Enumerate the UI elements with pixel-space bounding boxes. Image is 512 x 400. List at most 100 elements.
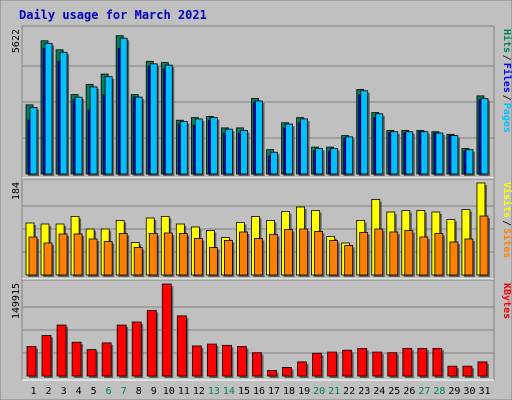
day-22-hits-files-pages bbox=[341, 135, 355, 176]
panel-kbytes: 149915 KBytes bbox=[11, 279, 512, 381]
bar-kbytes-17 bbox=[267, 370, 279, 378]
day-11-kbytes bbox=[176, 315, 189, 378]
bar-sites-27 bbox=[419, 236, 430, 277]
day-26-visits-sites bbox=[401, 210, 415, 277]
bar-kbytes-1 bbox=[26, 346, 38, 378]
x-tick-label-12: 12 bbox=[193, 386, 205, 397]
bar-sites-13 bbox=[208, 247, 220, 277]
bar-kbytes-19-fill bbox=[297, 361, 307, 377]
bar-kbytes-6-fill bbox=[101, 342, 112, 377]
x-tick-label-7: 7 bbox=[121, 386, 127, 397]
bar-sites-4 bbox=[73, 233, 85, 277]
day-20-visits-sites bbox=[311, 210, 325, 277]
bar-sites-15 bbox=[239, 231, 250, 277]
bar-sites-9-fill bbox=[148, 233, 158, 276]
day-12-hits-files-pages bbox=[190, 117, 205, 176]
day-12-kbytes bbox=[191, 345, 204, 378]
bar-pages-20-fill bbox=[315, 147, 324, 175]
bar-pages-1-fill bbox=[29, 107, 38, 175]
bar-sites-9 bbox=[148, 233, 160, 277]
x-tick-label-18: 18 bbox=[283, 386, 295, 397]
day-12-visits-sites bbox=[190, 226, 205, 277]
day-31-hits-files-pages bbox=[476, 95, 490, 176]
x-tick-label-1: 1 bbox=[31, 386, 37, 397]
bar-pages-1 bbox=[29, 107, 39, 176]
bar-pages-24-fill bbox=[375, 113, 384, 175]
bar-pages-6-fill bbox=[104, 76, 113, 175]
day-19-visits-sites bbox=[296, 206, 310, 277]
bar-sites-21-fill bbox=[329, 240, 339, 276]
day-5-hits-files-pages bbox=[85, 83, 100, 176]
legend-separator: / bbox=[501, 95, 512, 101]
bar-pages-17-fill bbox=[270, 151, 278, 175]
bar-pages-15 bbox=[240, 130, 250, 176]
x-tick-label-28: 28 bbox=[433, 386, 445, 397]
legend-item-hits: Hits bbox=[501, 29, 512, 53]
bar-pages-19-fill bbox=[300, 118, 308, 175]
bar-sites-7 bbox=[118, 233, 130, 277]
bar-pages-11 bbox=[179, 121, 190, 176]
bar-pages-5-fill bbox=[89, 86, 98, 175]
bar-kbytes-27-fill bbox=[417, 347, 428, 377]
bar-kbytes-13 bbox=[206, 343, 219, 378]
day-1-kbytes bbox=[26, 346, 38, 378]
bar-sites-24 bbox=[374, 228, 385, 277]
day-8-visits-sites bbox=[130, 242, 145, 277]
x-tick-label-8: 8 bbox=[136, 386, 142, 397]
x-tick-label-21: 21 bbox=[328, 386, 340, 397]
bar-sites-28 bbox=[434, 233, 445, 277]
day-28-kbytes bbox=[432, 347, 444, 378]
bar-sites-15-fill bbox=[239, 231, 248, 276]
bar-kbytes-24 bbox=[372, 351, 384, 378]
x-tick-label-9: 9 bbox=[151, 386, 157, 397]
bar-sites-25-fill bbox=[389, 231, 399, 276]
day-4-hits-files-pages bbox=[70, 94, 85, 176]
bar-pages-11-fill bbox=[179, 121, 188, 175]
x-tick-label-29: 29 bbox=[448, 386, 460, 397]
day-26-kbytes bbox=[402, 347, 414, 378]
bar-pages-12-fill bbox=[194, 118, 203, 175]
day-6-hits-files-pages bbox=[100, 73, 115, 176]
day-28-visits-sites bbox=[431, 211, 445, 277]
day-23-kbytes bbox=[357, 347, 369, 378]
day-20-kbytes bbox=[312, 352, 324, 378]
bar-pages-20 bbox=[315, 147, 325, 176]
day-16-visits-sites bbox=[251, 216, 265, 277]
bar-sites-19-fill bbox=[299, 228, 308, 276]
bar-sites-4-fill bbox=[73, 233, 83, 276]
day-16-kbytes bbox=[252, 352, 264, 378]
bar-pages-19 bbox=[300, 118, 310, 176]
day-21-visits-sites bbox=[326, 236, 340, 277]
day-22-kbytes bbox=[342, 349, 354, 378]
day-27-kbytes bbox=[417, 347, 429, 378]
bar-sites-1 bbox=[28, 236, 39, 277]
bar-sites-22 bbox=[344, 245, 355, 277]
day-21-kbytes bbox=[327, 351, 339, 378]
bar-sites-30 bbox=[464, 238, 475, 277]
bar-sites-8 bbox=[133, 247, 145, 277]
day-13-kbytes bbox=[206, 343, 219, 378]
bar-kbytes-2-fill bbox=[41, 335, 52, 377]
bar-pages-21-fill bbox=[330, 147, 339, 175]
legend-item-kbytes: KBytes bbox=[501, 283, 512, 319]
bar-sites-3-fill bbox=[58, 233, 68, 276]
bar-sites-20-fill bbox=[314, 231, 324, 276]
bar-sites-26-fill bbox=[404, 230, 414, 276]
day-18-kbytes bbox=[282, 367, 294, 378]
bar-kbytes-22 bbox=[342, 349, 354, 378]
x-tick-label-20: 20 bbox=[313, 386, 325, 397]
day-4-visits-sites bbox=[70, 216, 85, 277]
bar-kbytes-15-fill bbox=[237, 346, 247, 377]
legend-visits-sites: Visits / Sites bbox=[501, 182, 512, 258]
bar-kbytes-21 bbox=[327, 351, 339, 378]
bar-sites-29 bbox=[449, 241, 460, 277]
x-tick-label-11: 11 bbox=[178, 386, 190, 397]
day-25-visits-sites bbox=[386, 211, 400, 277]
bar-sites-17 bbox=[269, 234, 280, 277]
bar-sites-8-fill bbox=[133, 247, 143, 276]
x-tick-label-22: 22 bbox=[343, 386, 355, 397]
bars-kbytes bbox=[26, 283, 489, 378]
day-8-hits-files-pages bbox=[130, 94, 145, 176]
bar-sites-2-fill bbox=[43, 242, 53, 276]
legend-item-pages: Pages bbox=[501, 103, 512, 133]
